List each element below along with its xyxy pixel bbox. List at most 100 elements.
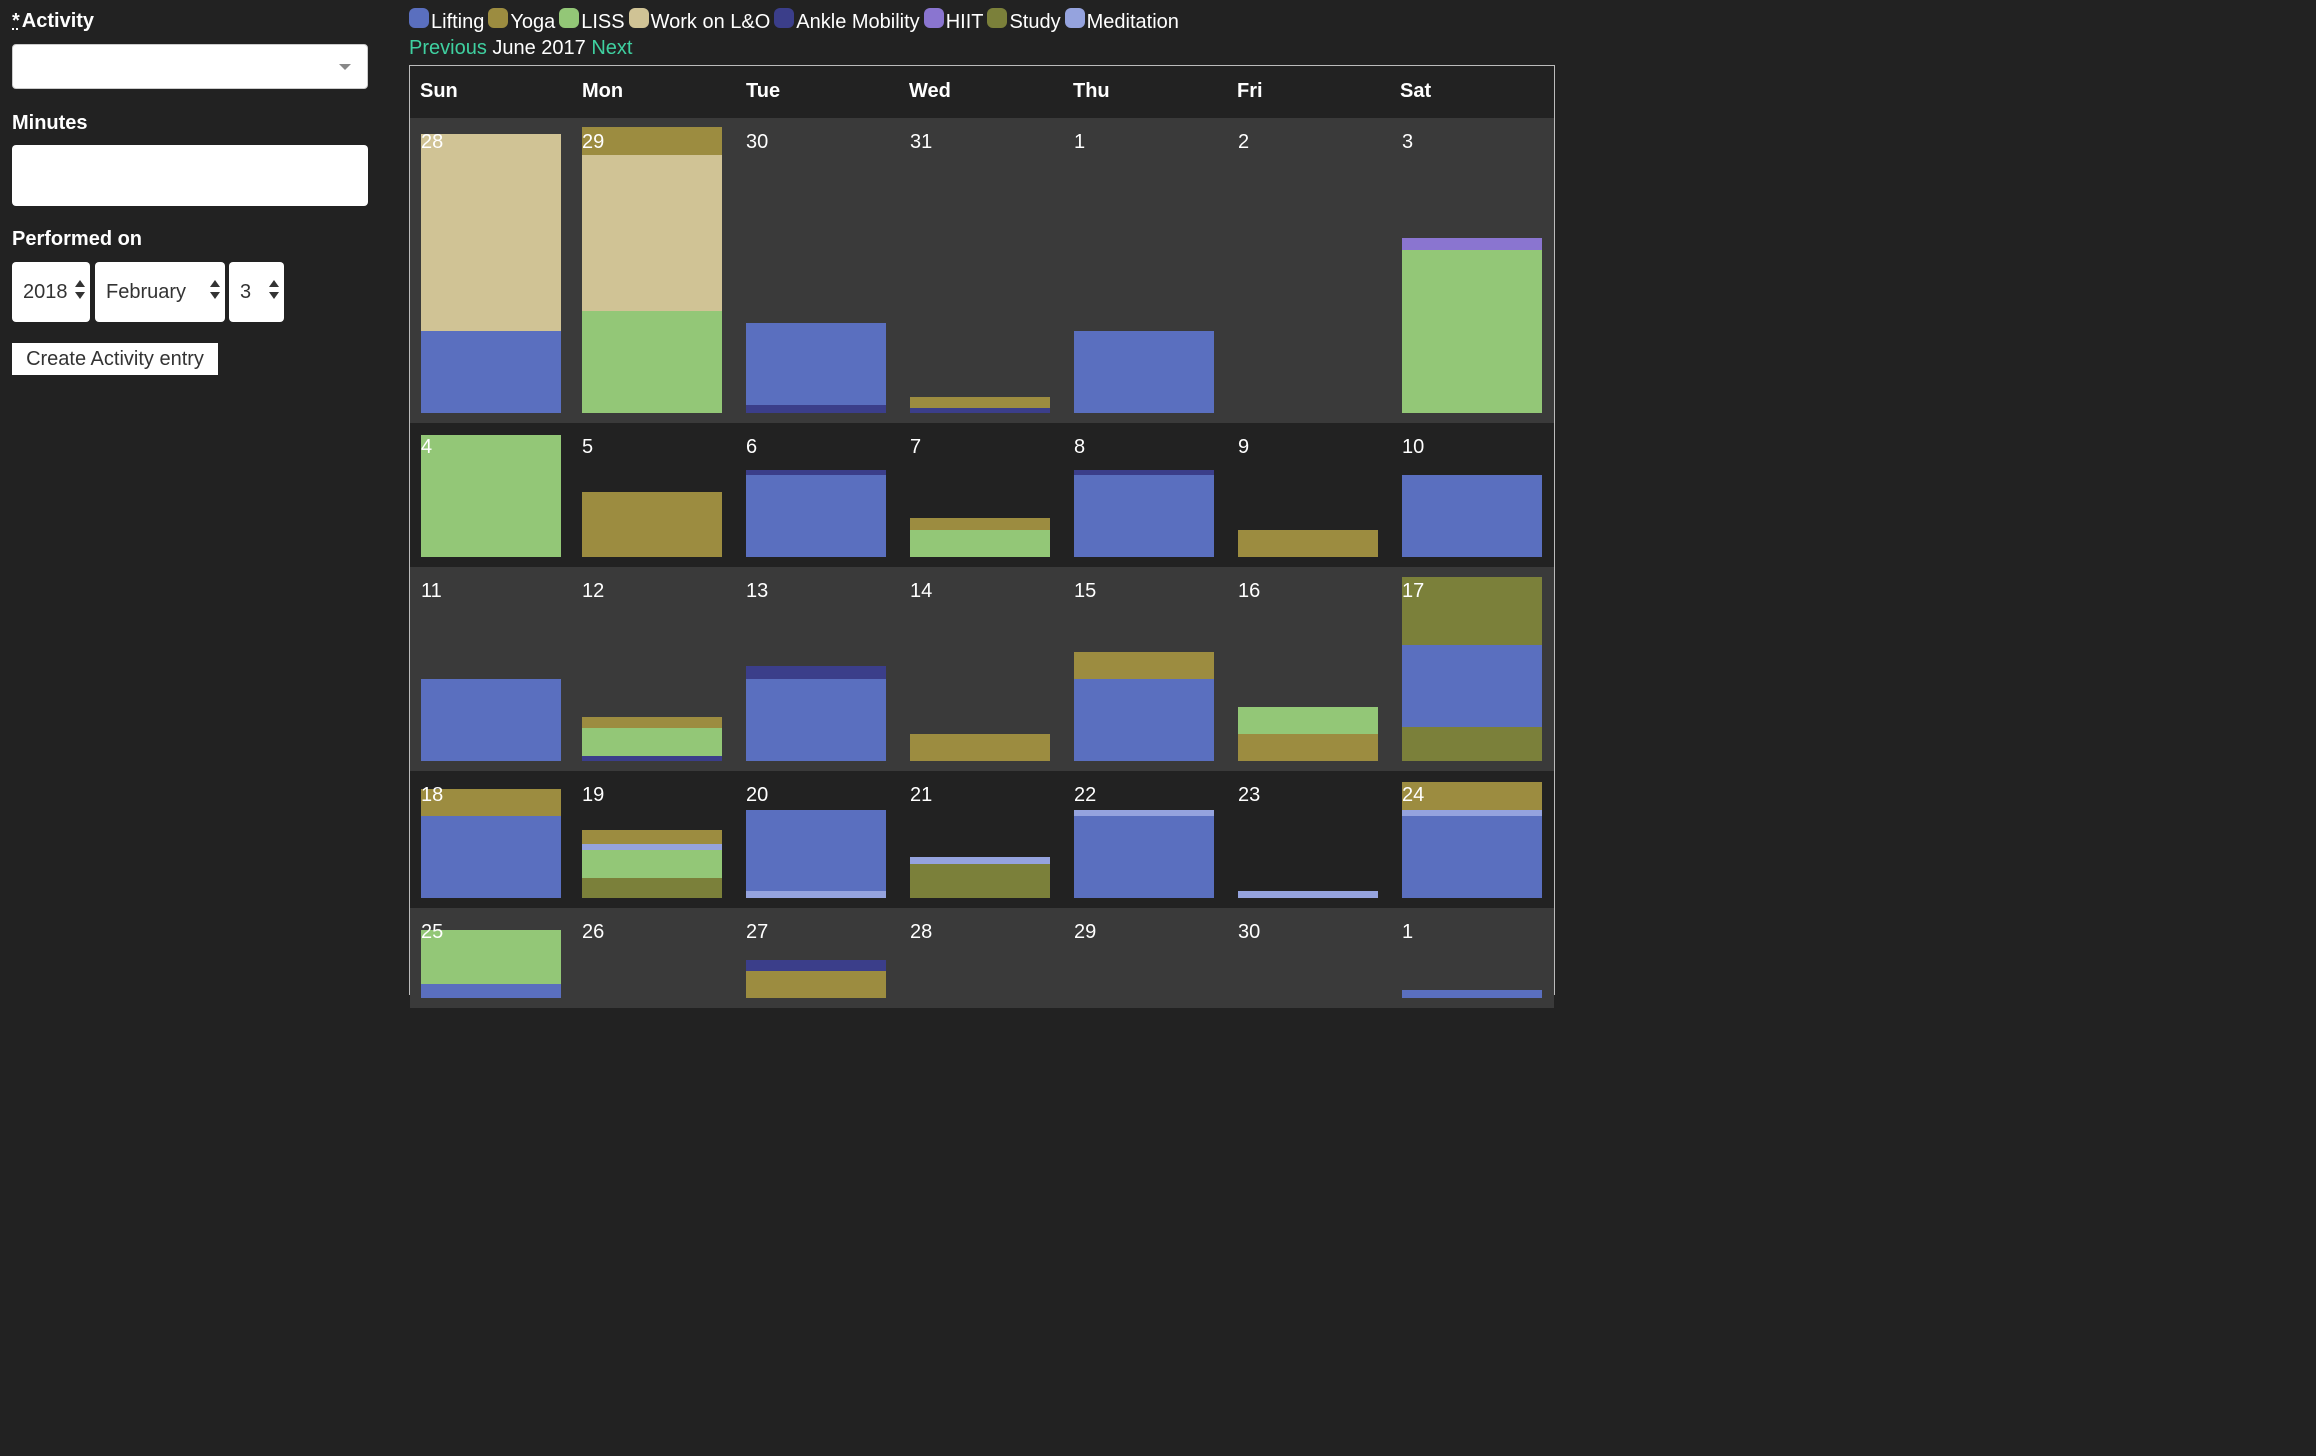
day-number: 20 <box>746 784 769 806</box>
legend-label: Study <box>1009 10 1061 33</box>
activity-bar-segment[interactable] <box>1402 782 1542 810</box>
activity-bar-segment[interactable] <box>582 830 722 844</box>
day-number: 15 <box>1074 580 1097 602</box>
activity-bar-segment[interactable] <box>746 404 886 413</box>
create-activity-entry-button[interactable]: Create Activity entry <box>12 343 218 375</box>
activity-bar-segment[interactable] <box>1238 529 1378 557</box>
activity-bar-segment[interactable] <box>421 679 561 761</box>
activity-bar-segment[interactable] <box>1074 469 1214 476</box>
activity-bar-segment[interactable] <box>1074 475 1214 557</box>
activity-bar-segment[interactable] <box>746 809 886 892</box>
legend-swatch <box>774 8 795 28</box>
activity-bar-segment[interactable] <box>1402 645 1542 727</box>
activity-bar-segment[interactable] <box>421 134 561 332</box>
day-number: 14 <box>910 580 933 602</box>
activity-bar-segment[interactable] <box>421 434 561 557</box>
activity-bar-segment[interactable] <box>421 930 561 985</box>
activity-bar-segment[interactable] <box>746 970 886 998</box>
activity-calendar: Sun Mon Tue Wed Thu Fri Sat 28 29 30 31 1 2 3 4 5 6 7 8 9 1… <box>409 65 1555 1008</box>
day-number: 28 <box>910 921 933 943</box>
day-select[interactable]: 3 <box>229 262 284 322</box>
activity-bar-segment[interactable] <box>421 984 561 998</box>
activity-bar-segment[interactable] <box>1238 891 1378 898</box>
activity-bar-segment[interactable] <box>746 959 886 971</box>
day-number: 1 <box>1074 131 1086 153</box>
activity-bar-segment[interactable] <box>1074 679 1214 761</box>
previous-month-link[interactable]: Previous <box>409 37 487 59</box>
legend-swatch <box>409 8 429 28</box>
activity-bar-segment[interactable] <box>582 850 722 878</box>
activity-bar-segment[interactable] <box>582 311 722 413</box>
year-select-value: 2018 <box>23 281 68 303</box>
activity-bar-segment[interactable] <box>910 407 1050 413</box>
calendar-week-row: 11 12 13 14 15 16 17 <box>410 567 1554 771</box>
activity-bar-segment[interactable] <box>1402 237 1542 250</box>
activity-bar-segment[interactable] <box>582 491 722 557</box>
activity-bar-segment[interactable] <box>1074 816 1214 898</box>
day-number: 7 <box>910 436 922 458</box>
activity-bar-segment[interactable] <box>1402 989 1542 998</box>
activity-bar-segment[interactable] <box>582 127 722 155</box>
day-number: 29 <box>582 131 605 153</box>
activity-bar-segment[interactable] <box>746 665 886 680</box>
activity-bar-segment[interactable] <box>582 154 722 311</box>
chevron-down-icon <box>339 64 351 70</box>
day-number: 1 <box>1402 921 1414 943</box>
activity-bar-segment[interactable] <box>910 517 1050 530</box>
activity-bar-segment[interactable] <box>1402 727 1542 761</box>
day-number: 12 <box>582 580 605 602</box>
sort-arrows-icon <box>269 280 279 304</box>
activity-bar-segment[interactable] <box>910 529 1050 557</box>
activity-bar-segment[interactable] <box>1402 816 1542 898</box>
day-number: 23 <box>1238 784 1261 806</box>
weekday-header: Wed <box>909 80 951 102</box>
day-number: 30 <box>1238 921 1261 943</box>
minutes-label: Minutes <box>12 112 88 134</box>
activity-bar-segment[interactable] <box>421 816 561 898</box>
activity-bar-segment[interactable] <box>910 864 1050 898</box>
legend-swatch <box>923 8 944 28</box>
activity-bar-segment[interactable] <box>1402 249 1542 413</box>
activity-bar-segment[interactable] <box>1074 331 1214 413</box>
day-number: 2 <box>1238 131 1250 153</box>
activity-select[interactable] <box>12 44 368 89</box>
day-number: 28 <box>421 131 444 153</box>
day-number: 31 <box>910 131 933 153</box>
activity-bar-segment[interactable] <box>910 857 1050 864</box>
activity-bar-segment[interactable] <box>1074 652 1214 680</box>
activity-bar-segment[interactable] <box>421 331 561 413</box>
activity-bar-segment[interactable] <box>582 877 722 898</box>
activity-bar-segment[interactable] <box>1402 475 1542 557</box>
required-marker: * <box>12 10 20 32</box>
day-number: 11 <box>421 580 442 602</box>
activity-bar-segment[interactable] <box>746 323 886 405</box>
activity-bar-segment[interactable] <box>582 728 722 756</box>
legend-item: Ankle Mobility <box>774 8 920 34</box>
activity-bar-segment[interactable] <box>582 717 722 729</box>
legend-swatch <box>628 8 649 28</box>
activity-bar-segment[interactable] <box>1238 706 1378 734</box>
activity-bar-segment[interactable] <box>1402 577 1542 646</box>
year-select[interactable]: 2018 <box>12 262 90 322</box>
day-number: 19 <box>582 784 605 806</box>
activity-bar-segment[interactable] <box>1074 809 1214 817</box>
month-select[interactable]: February <box>95 262 225 322</box>
calendar-week-row: 18 19 20 21 22 23 24 <box>410 771 1554 908</box>
activity-bar-segment[interactable] <box>421 789 561 817</box>
activity-bar-segment[interactable] <box>582 755 722 761</box>
activity-bar-segment[interactable] <box>1402 809 1542 817</box>
activity-bar-segment[interactable] <box>746 469 886 476</box>
activity-bar-segment[interactable] <box>910 733 1050 761</box>
minutes-input[interactable] <box>12 145 368 206</box>
activity-bar-segment[interactable] <box>746 891 886 898</box>
next-month-link[interactable]: Next <box>591 37 633 59</box>
day-number: 4 <box>421 436 433 458</box>
day-number: 18 <box>421 784 444 806</box>
activity-bar-segment[interactable] <box>746 679 886 761</box>
activity-bar-segment[interactable] <box>1238 733 1378 761</box>
activity-bar-segment[interactable] <box>746 475 886 557</box>
activity-bar-segment[interactable] <box>582 843 722 851</box>
activity-bar-segment[interactable] <box>910 396 1050 408</box>
weekday-header: Fri <box>1237 80 1263 102</box>
legend-label: HIIT <box>945 10 984 33</box>
